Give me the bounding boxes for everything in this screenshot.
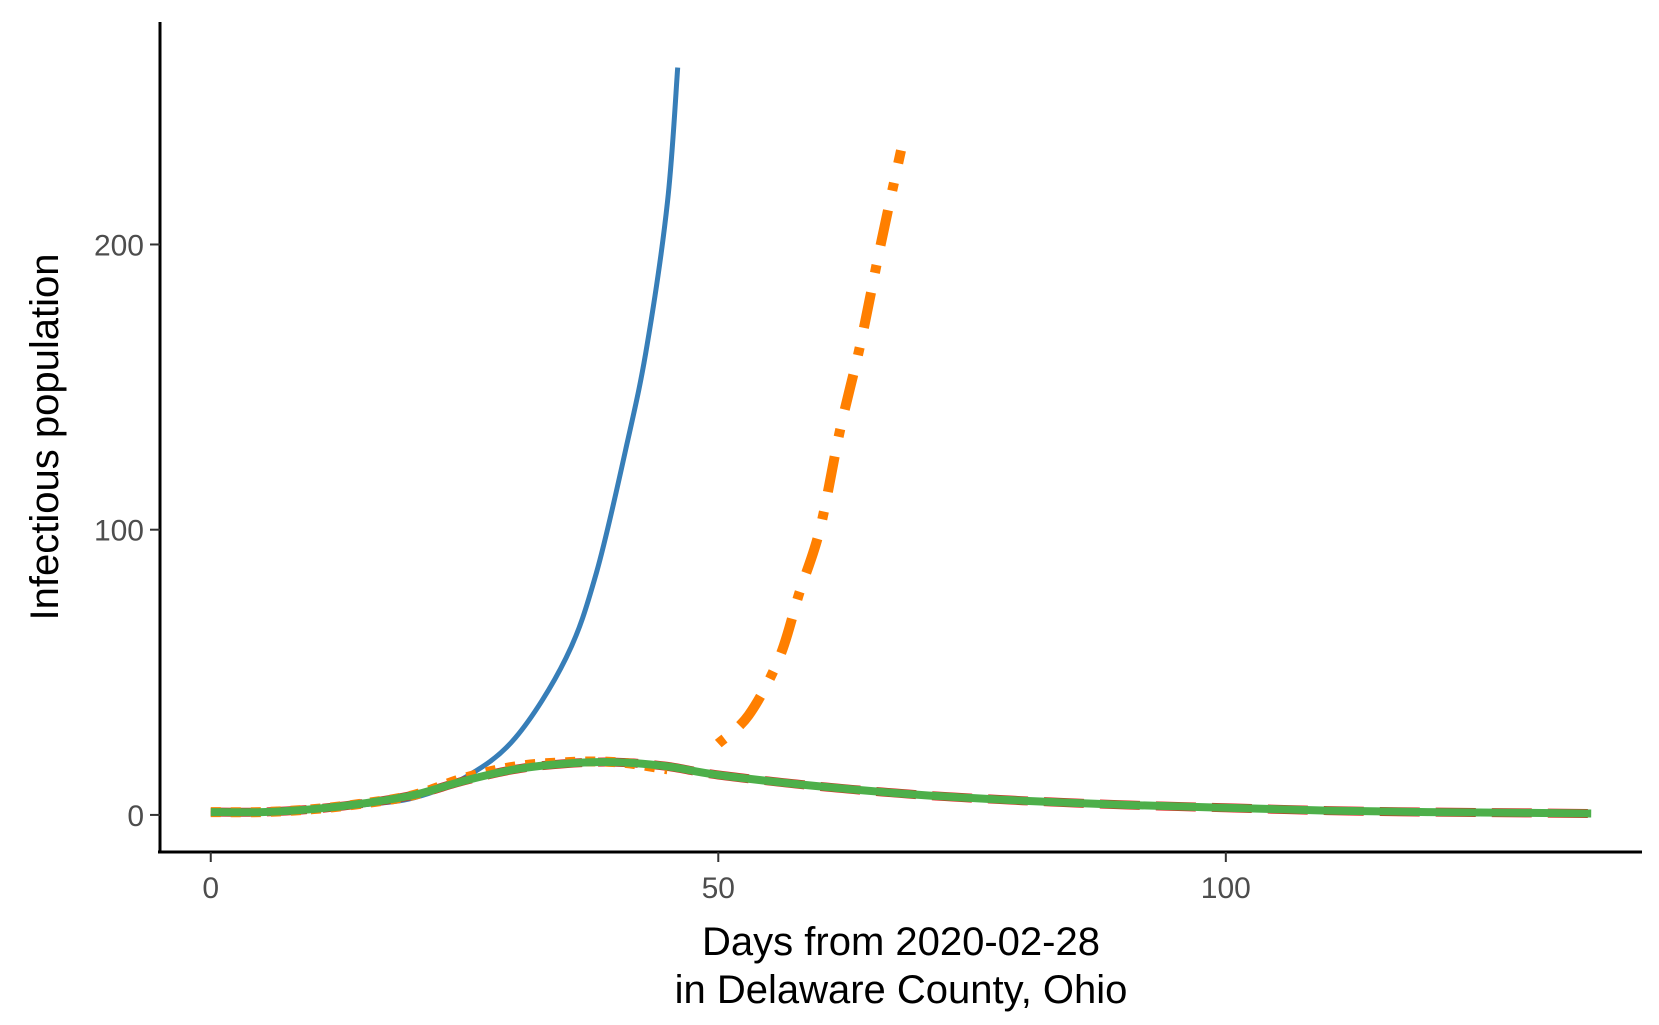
series-line-5 [210,758,1592,818]
x-tick-label: 100 [1201,872,1251,905]
y-tick-label: 100 [94,515,144,548]
x-tick-label: 50 [702,872,735,905]
x-axis-title-line-1: Days from 2020-02-28 [702,920,1100,964]
y-tick-label: 200 [94,229,144,262]
series-line-3 [210,757,1592,818]
tick-layer: 0 100 200 0 50 100 [94,229,1251,905]
series-line-2 [714,149,906,748]
x-axis-title-line-2: in Delaware County, Ohio [675,968,1128,1012]
x-tick-label: 0 [202,872,219,905]
series-line-1 [210,67,681,816]
y-axis-title: Infectious population [23,254,67,621]
y-tick-label: 0 [127,800,144,833]
series-layer [210,67,1592,818]
